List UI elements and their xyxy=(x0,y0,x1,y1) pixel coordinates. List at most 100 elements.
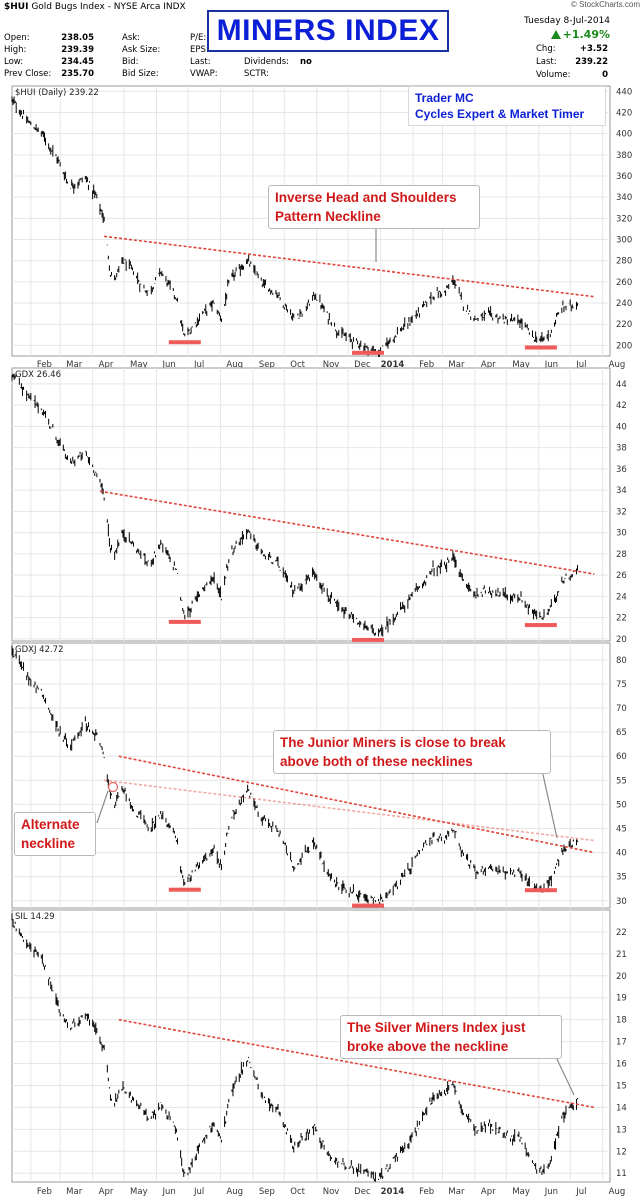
prev-close-field: Prev Close: 235.70 xyxy=(4,69,94,79)
hui-ytick-label: 280 xyxy=(616,257,632,267)
hui-legend-label: $HUI (Daily) 239.22 xyxy=(15,88,99,98)
hui-xtick-label: 2014 xyxy=(381,360,405,370)
hui-xtick-label: May xyxy=(512,360,530,370)
sil-annotation-pointer xyxy=(554,1054,575,1096)
gdxj-ytick-label: 50 xyxy=(616,800,627,810)
sil-neckline xyxy=(118,1018,595,1109)
change-percent: +1.49% xyxy=(550,28,610,41)
sil-ytick-label: 11 xyxy=(616,1169,627,1179)
sil-xtick-label: Dec xyxy=(354,1187,371,1197)
sil-xtick-label: Oct xyxy=(290,1187,305,1197)
hui-ytick-label: 380 xyxy=(616,151,632,161)
hui-xtick-label: Aug xyxy=(226,360,243,370)
gdx-ytick-label: 22 xyxy=(616,614,627,624)
gdx-ytick-label: 42 xyxy=(616,401,627,411)
hui-ytick-label: 200 xyxy=(616,341,632,351)
sil-ytick-label: 12 xyxy=(616,1147,627,1157)
hui-xtick-label: Jun xyxy=(544,360,558,370)
last-field-mid: Last: xyxy=(190,57,211,67)
sil-annotation: The Silver Miners Index just broke above… xyxy=(340,1015,562,1059)
sil-legend-label: SIL 14.29 xyxy=(15,912,55,922)
ask-field: Ask: xyxy=(122,33,141,43)
gdx-ytick-label: 34 xyxy=(616,486,627,496)
gdx-ytick-label: 24 xyxy=(616,592,627,602)
gdxj-panel: 30 35 40 45 50 55 60 65 70 75 80 GDXJ 42.72 xyxy=(11,642,627,909)
alternate-neckline-pointer xyxy=(96,790,109,824)
sil-xtick-label: Jul xyxy=(575,1187,586,1197)
sil-xtick-label: May xyxy=(130,1187,148,1197)
sil-price-bars xyxy=(11,913,579,1182)
hui-price-bars xyxy=(11,96,579,357)
sil-ytick-label: 19 xyxy=(616,994,627,1004)
gdxj-low-marker xyxy=(352,903,385,908)
gdxj-ytick-label: 75 xyxy=(616,680,627,690)
hui-xtick-label: Sep xyxy=(259,360,275,370)
hui-xtick-label: Jun xyxy=(162,360,176,370)
hui-ytick-label: 420 xyxy=(616,108,632,118)
hui-xtick-label: Dec xyxy=(354,360,371,370)
gdxj-ytick-label: 80 xyxy=(616,656,627,666)
open-field: Open: 238.05 xyxy=(4,33,94,43)
dividends-value: no xyxy=(300,57,312,67)
hui-xtick-label: Jul xyxy=(193,360,204,370)
hui-ytick-label: 260 xyxy=(616,278,632,288)
gdxj-neckline xyxy=(118,755,595,854)
gdxj-alternate-neckline xyxy=(104,779,595,842)
gdx-price-bars xyxy=(11,373,579,637)
hui-neckline xyxy=(104,235,595,298)
sil-ytick-label: 22 xyxy=(616,928,627,938)
alternate-neckline-label: Alternate neckline xyxy=(14,812,96,856)
vwap-field: VWAP: xyxy=(190,69,218,79)
sil-xtick-label: Jun xyxy=(162,1187,176,1197)
dividends-label: Dividends: xyxy=(244,57,289,67)
sil-ytick-label: 18 xyxy=(616,1016,627,1026)
sil-ytick-label: 16 xyxy=(616,1060,627,1070)
gdxj-ytick-label: 40 xyxy=(616,849,627,859)
sil-ytick-label: 21 xyxy=(616,950,627,960)
gdx-panel: 20 22 24 26 28 30 32 34 36 38 40 42 44 GDX 26.46 xyxy=(11,367,627,645)
gdxj-low-marker xyxy=(524,888,557,893)
gdxj-ytick-label: 65 xyxy=(616,728,627,738)
high-field: High: 239.39 xyxy=(4,45,94,55)
sil-ytick-label: 14 xyxy=(616,1103,627,1113)
sil-xtick-label: Feb xyxy=(37,1187,52,1197)
gdx-neckline xyxy=(99,490,595,575)
hui-annotation: Inverse Head and Shoulders Pattern Neckl… xyxy=(268,185,480,229)
gdxj-ytick-label: 70 xyxy=(616,704,627,714)
trader-label: Trader MC Cycles Expert & Market Timer xyxy=(408,86,606,126)
sil-xtick-label: Feb xyxy=(419,1187,434,1197)
gdx-ytick-label: 30 xyxy=(616,529,627,539)
gdx-ytick-label: 36 xyxy=(616,465,627,475)
gdxj-ytick-label: 45 xyxy=(616,825,627,835)
hui-ytick-label: 300 xyxy=(616,236,632,246)
sil-ytick-label: 13 xyxy=(616,1125,627,1135)
bid-size-field: Bid Size: xyxy=(122,69,159,79)
gdxj-ytick-label: 55 xyxy=(616,776,627,786)
gdx-ytick-label: 26 xyxy=(616,571,627,581)
hui-xtick-label: Aug xyxy=(609,360,626,370)
sctr-field: SCTR: xyxy=(244,69,270,79)
low-field: Low: 234.45 xyxy=(4,57,94,67)
page-title: MINERS INDEX xyxy=(207,10,449,52)
quote-header: $HUI Gold Bugs Index - NYSE Arca INDX © … xyxy=(0,0,644,86)
hui-xtick-label: Jul xyxy=(575,360,586,370)
gdxj-ytick-label: 60 xyxy=(616,752,627,762)
gdx-ytick-label: 38 xyxy=(616,444,627,454)
gdx-low-marker xyxy=(168,619,201,624)
hui-xtick-label: Apr xyxy=(99,360,114,370)
gdx-ytick-label: 44 xyxy=(616,380,627,390)
sil-xtick-label: May xyxy=(512,1187,530,1197)
gdxj-low-marker xyxy=(168,887,201,892)
hui-ytick-label: 440 xyxy=(616,87,632,97)
last-field: Last: 239.22 xyxy=(536,57,608,67)
volume-field: Volume: 0 xyxy=(536,70,608,80)
gdx-ytick-label: 20 xyxy=(616,635,627,645)
quote-date: Tuesday 8-Jul-2014 xyxy=(524,16,610,26)
hui-xtick-label: Nov xyxy=(323,360,340,370)
eps-field: EPS: xyxy=(190,45,209,55)
gdx-ytick-label: 40 xyxy=(616,422,627,432)
pe-field: P/E: xyxy=(190,33,207,43)
gdxj-ytick-label: 30 xyxy=(616,897,627,907)
gdxj-annotation-pointer xyxy=(541,769,558,839)
